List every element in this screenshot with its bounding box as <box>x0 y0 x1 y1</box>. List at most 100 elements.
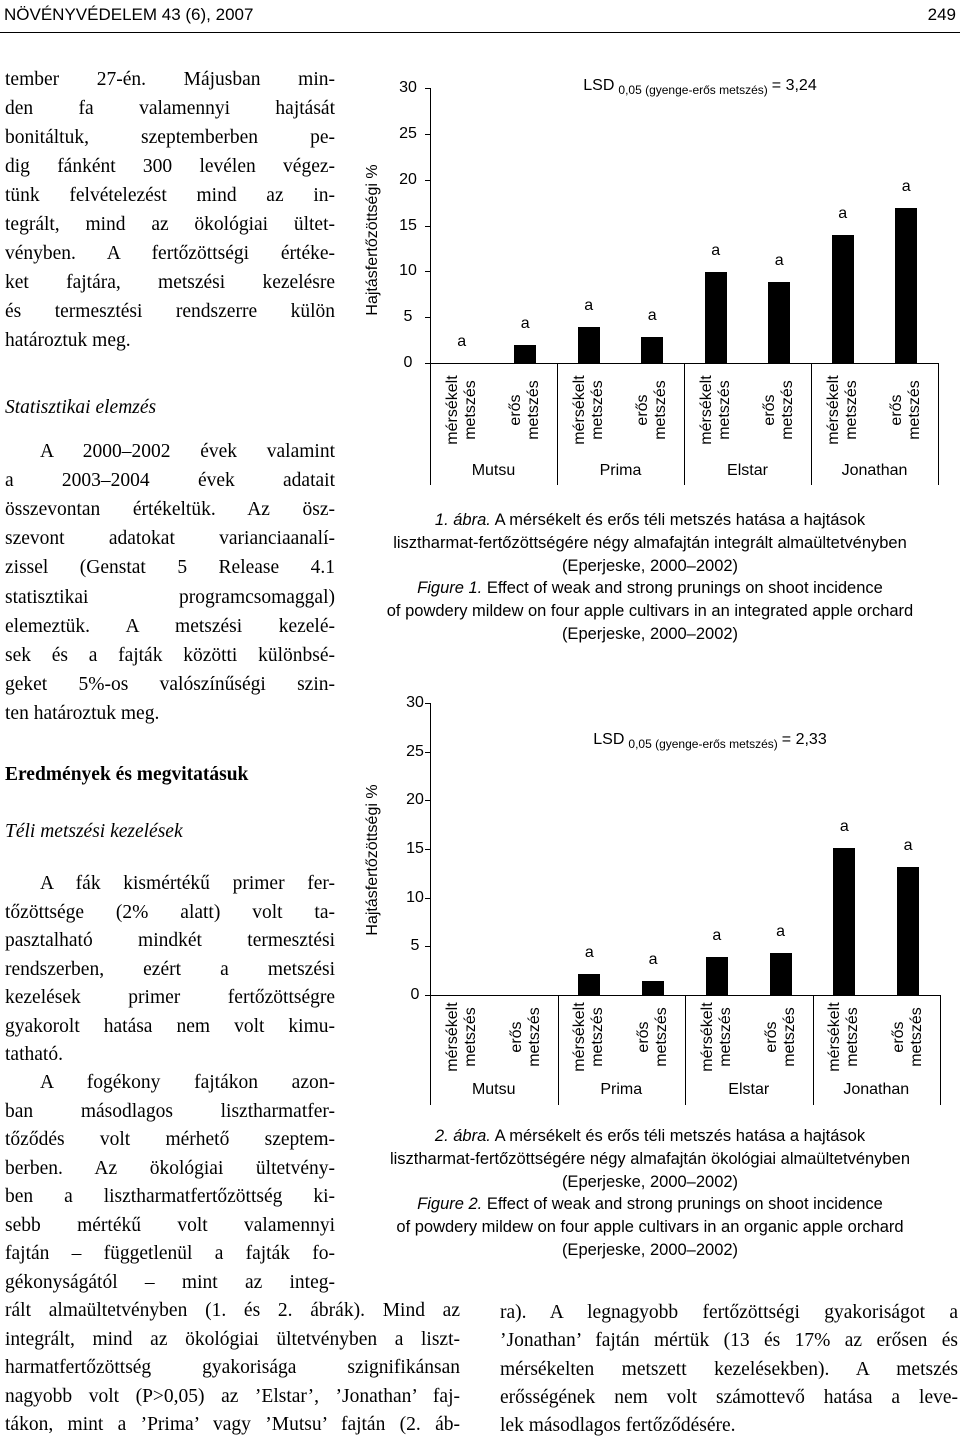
text-line: kezelések primer fertőzöttségre <box>5 987 335 1008</box>
caption-label: Figure 2. <box>417 1195 483 1214</box>
y-axis <box>430 703 431 1105</box>
lsd-value: = 2,33 <box>781 731 827 748</box>
text-line: ten határoztuk meg. <box>5 702 160 724</box>
y-tick <box>425 225 430 227</box>
bar <box>768 282 791 363</box>
caption-label: 2. ábra. <box>434 1127 491 1145</box>
text-line: integrált, mind az ökológiai ültetvénybe… <box>5 1328 460 1350</box>
group-separator <box>557 363 558 485</box>
text-line: zissel (Genstat 5 Release 4.1 <box>5 557 335 579</box>
caption-line: lisztharmat-fertőzöttségére négy almafaj… <box>330 532 960 554</box>
bar <box>769 953 792 995</box>
text-line: pasztalható mindkét termesztési <box>5 930 335 951</box>
category-label: mérsékelt metszés <box>570 375 606 445</box>
text-line: mérsékelten metszett kezelésekben). A me… <box>500 1358 958 1380</box>
bar <box>514 344 537 363</box>
y-tick <box>425 88 430 89</box>
group-separator <box>430 363 431 485</box>
caption-text: A mérsékelt és erős téli metszés hatása … <box>494 511 866 529</box>
text-line: sek és a fajták közötti különbsé- <box>5 644 335 666</box>
caption-label: Figure 1. <box>417 579 483 598</box>
y-tick-label: 5 <box>403 308 413 326</box>
group-separator <box>684 363 685 485</box>
group-separator <box>811 363 812 485</box>
y-axis-title: Hajtásfertőzöttségi % <box>364 784 381 936</box>
category-label: mérsékelt metszés <box>697 375 733 445</box>
lsd-label: LSD <box>593 731 625 748</box>
text-line: dig fánként 300 levélen végez- <box>5 156 335 177</box>
lsd-value: = 3,24 <box>771 77 817 94</box>
category-label: mérsékelt metszés <box>571 1002 607 1072</box>
bar <box>578 973 601 995</box>
text-line: statisztikai programcsomaggal) <box>5 586 335 608</box>
group-separator <box>557 995 559 1105</box>
caption-text: of powdery mildew on four apple cultivar… <box>386 602 914 621</box>
y-tick-label: 15 <box>399 216 417 234</box>
bar <box>577 327 600 363</box>
y-tick-label: 5 <box>410 937 420 955</box>
text-line: szevont adatokat varianciaanalí- <box>5 528 335 550</box>
text-line: harmatfertőzöttség gyakorisága szignifik… <box>5 1357 460 1378</box>
text-line: tember 27-én. Májusban min- <box>5 69 335 90</box>
caption-line: (Eperjeske, 2000–2002) <box>330 1239 960 1261</box>
category-label: mérsékelt metszés <box>826 1002 862 1072</box>
significance-letter: a <box>839 818 849 836</box>
y-axis <box>430 88 431 485</box>
caption-line: 1. ábra. A mérsékelt és erős téli metszé… <box>330 509 960 531</box>
journal: NÖVÉNYVÉDELEM 43 (6), 2007 <box>4 5 254 24</box>
y-tick <box>425 800 430 802</box>
lsd-subscript: 0,05 (gyenge-erős metszés) <box>628 737 778 751</box>
text-line: lek másodlagos fertőződésére. <box>500 1415 736 1437</box>
y-tick-label: 25 <box>399 124 417 142</box>
y-tick-label: 30 <box>406 694 424 711</box>
bar <box>641 337 664 363</box>
caption-text: (Eperjeske, 2000–2002) <box>561 625 739 643</box>
text-line: sebb mértékű volt valamennyi <box>5 1214 335 1236</box>
category-label: erős metszés <box>761 380 797 440</box>
text-line: fajtán – függetlenül a fajták fo- <box>5 1243 335 1264</box>
y-tick-label: 10 <box>399 262 417 280</box>
header-rule <box>0 32 960 33</box>
text-line: gékonyságától – mint az integ- <box>5 1271 335 1293</box>
y-tick <box>425 703 430 704</box>
category-label: erős metszés <box>888 380 924 440</box>
significance-letter: a <box>901 178 911 196</box>
y-tick-label: 0 <box>403 354 413 371</box>
group-separator <box>812 995 814 1105</box>
text-line: den fa valamennyi hajtását <box>5 98 335 119</box>
significance-letter: a <box>584 943 594 961</box>
y-tick-label: 15 <box>406 840 424 857</box>
group-label: Elstar <box>727 462 768 479</box>
category-label: mérsékelt metszés <box>443 1002 479 1072</box>
text-line: erősségének nem volt számottevő hatása a… <box>500 1386 958 1408</box>
y-tick <box>425 133 430 135</box>
y-tick <box>425 317 430 319</box>
caption-text: (Eperjeske, 2000–2002) <box>561 556 739 575</box>
group-label: Prima <box>600 1081 643 1098</box>
text-line: nagyobb volt (P>0,05) az ’Elstar’, ’Jona… <box>5 1385 460 1407</box>
category-label: mérsékelt metszés <box>443 375 479 445</box>
y-tick <box>425 946 430 948</box>
heading: Téli metszési kezelések <box>5 821 183 842</box>
caption-line: of powdery mildew on four apple cultivar… <box>330 1216 960 1238</box>
text-line: A fogékony fajtákon azon- <box>40 1072 335 1093</box>
y-axis-title: Hajtásfertőzöttségi % <box>364 164 381 316</box>
caption-text: lisztharmat-fertőzöttségére négy almafaj… <box>393 533 907 552</box>
group-label: Jonathan <box>841 462 908 479</box>
text-line: tőződés volt mérhető szeptem- <box>5 1129 335 1150</box>
text-line: ra). A legnagyobb fertőzöttségi gyakoris… <box>500 1302 958 1323</box>
significance-letter: a <box>838 204 848 222</box>
group-separator <box>938 363 939 485</box>
lsd-subscript: 0,05 (gyenge-erős metszés) <box>618 83 768 97</box>
caption-line: (Eperjeske, 2000–2002) <box>330 623 960 645</box>
caption-line: of powdery mildew on four apple cultivar… <box>330 600 960 622</box>
text-line: tőzöttsége (2% alatt) volt ta- <box>5 901 335 923</box>
group-label: Prima <box>599 462 642 479</box>
group-separator <box>940 995 941 1105</box>
category-label: mérsékelt metszés <box>824 375 860 445</box>
y-tick-label: 10 <box>406 888 424 906</box>
y-tick <box>425 849 430 850</box>
category-label: erős metszés <box>507 1007 543 1067</box>
